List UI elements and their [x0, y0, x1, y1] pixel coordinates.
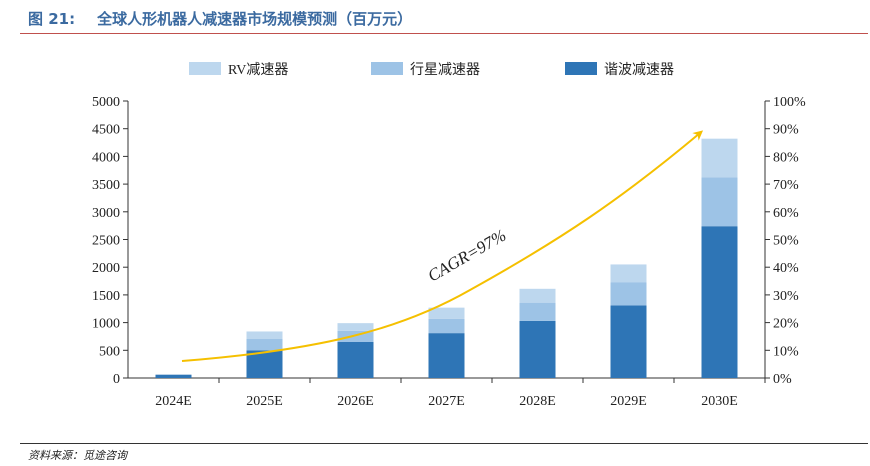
bar-segment-0	[610, 305, 647, 378]
y2-tick-label: 70%	[773, 178, 799, 193]
legend-label: RV减速器	[228, 62, 288, 78]
x-tick-label: 2026E	[337, 394, 374, 409]
legend-swatch	[189, 62, 221, 75]
figure-label: 图 21:	[28, 10, 76, 28]
bar-segment-2	[337, 323, 374, 331]
y2-tick-label: 90%	[773, 123, 799, 138]
y2-tick-label: 60%	[773, 206, 799, 221]
bar-segment-1	[246, 338, 283, 351]
chart-legend: RV减速器 行星减速器 谐波减速器	[189, 62, 674, 78]
bar-segment-0	[701, 226, 738, 378]
x-tick-label: 2024E	[155, 394, 192, 409]
y-tick-label: 3500	[92, 178, 120, 193]
bar-segment-1	[701, 177, 738, 227]
title-rule	[20, 33, 868, 34]
bar-segment-1	[428, 318, 465, 334]
y-tick-label: 4500	[92, 123, 120, 138]
legend-label: 行星减速器	[410, 62, 480, 78]
y-tick-label: 3000	[92, 206, 120, 221]
bar-segment-2	[246, 331, 283, 339]
y-tick-label: 2500	[92, 234, 120, 249]
y-tick-label: 4000	[92, 150, 120, 165]
y2-tick-label: 50%	[773, 234, 799, 249]
figure-header: 图 21: 全球人形机器人减速器市场规模预测（百万元）	[0, 0, 870, 34]
bar-segment-0	[428, 333, 465, 378]
y2-tick-label: 80%	[773, 150, 799, 165]
x-tick-label: 2025E	[246, 394, 283, 409]
bar-segment-2	[428, 307, 465, 319]
cagr-trend-arrow	[181, 130, 704, 362]
bar-segment-1	[610, 282, 647, 306]
y2-tick-label: 0%	[773, 372, 792, 387]
chart-bars	[155, 138, 738, 378]
x-tick-label: 2029E	[610, 394, 647, 409]
y-tick-label: 2000	[92, 261, 120, 276]
bar-segment-0	[337, 341, 374, 378]
y-tick-label: 500	[99, 344, 120, 359]
bar-segment-2	[519, 288, 556, 303]
bar-segment-0	[246, 350, 283, 378]
source-note: 资料来源：觅途咨询	[28, 449, 127, 462]
cagr-annotation: CAGR=97%	[425, 225, 510, 285]
bar-segment-0	[519, 320, 556, 378]
bar-segment-2	[610, 264, 647, 283]
y-tick-label: 0	[113, 372, 120, 387]
stacked-bar-chart: RV减速器 行星减速器 谐波减速器 0 500 1000 1500 2000 2500 3000…	[92, 62, 806, 409]
y2-tick-label: 100%	[773, 95, 806, 110]
y2-tick-label: 40%	[773, 261, 799, 276]
legend-swatch	[565, 62, 597, 75]
figure-title-text: 全球人形机器人减速器市场规模预测（百万元）	[97, 10, 413, 28]
x-tick-label: 2028E	[519, 394, 556, 409]
bar-segment-1	[519, 302, 556, 321]
y2-tick-label: 10%	[773, 344, 799, 359]
bar-segment-1	[337, 330, 374, 342]
chart-axes: 0 500 1000 1500 2000 2500 3000 3500 4000 4500 5000…	[92, 95, 806, 409]
x-tick-label: 2030E	[701, 394, 738, 409]
y-tick-label: 5000	[92, 95, 120, 110]
legend-swatch	[371, 62, 403, 75]
y-tick-label: 1000	[92, 317, 120, 332]
figure-title: 图 21: 全球人形机器人减速器市场规模预测（百万元）	[28, 8, 412, 29]
y2-tick-label: 30%	[773, 289, 799, 304]
bar-segment-2	[701, 138, 738, 178]
y2-tick-label: 20%	[773, 317, 799, 332]
footer-rule	[20, 443, 868, 444]
y-tick-label: 1500	[92, 289, 120, 304]
x-tick-label: 2027E	[428, 394, 465, 409]
legend-label: 谐波减速器	[604, 62, 674, 78]
bar-segment-0	[155, 374, 192, 378]
